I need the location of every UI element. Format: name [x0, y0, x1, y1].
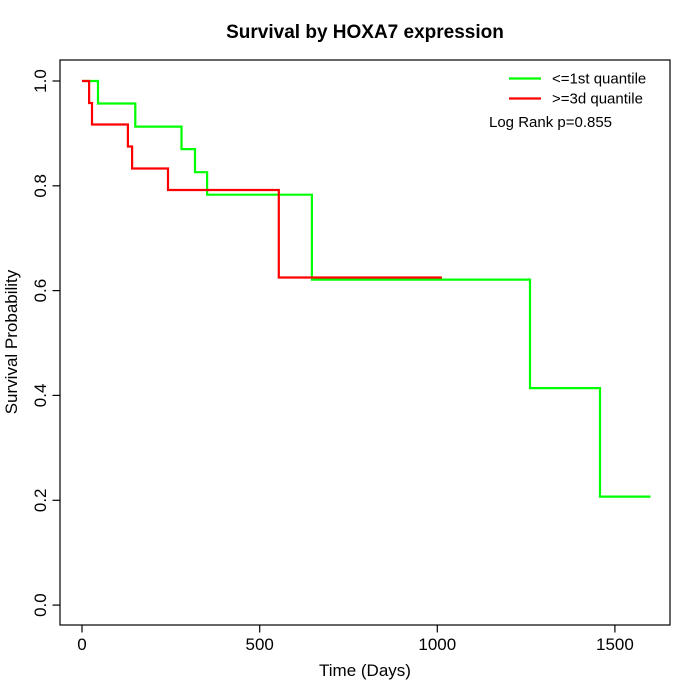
survival-curve-low-expression — [82, 79, 651, 498]
y-axis-tick-label: 0.0 — [31, 593, 50, 617]
y-axis-tick-label: 0.2 — [31, 488, 50, 512]
chart-title: Survival by HOXA7 expression — [226, 22, 504, 43]
legend: <=1st quantile >=3d quantile — [509, 71, 646, 108]
legend-label: >=3d quantile — [552, 91, 643, 108]
x-axis-title: Time (Days) — [319, 661, 411, 680]
y-axis-tick-label: 1.0 — [31, 69, 50, 93]
x-axis-tick-label: 1500 — [596, 635, 634, 654]
y-axis-tick-label: 0.8 — [31, 174, 50, 198]
x-axis-tick-label: 0 — [77, 635, 86, 654]
y-axis-tick-label: 0.6 — [31, 279, 50, 303]
survival-curve-high-expression — [82, 79, 442, 279]
y-axis-tick-label: 0.4 — [31, 384, 50, 408]
log-rank-annotation: Log Rank p=0.855 — [489, 114, 612, 131]
y-axis: 0.0 0.2 0.4 0.6 0.8 1.0 — [31, 69, 60, 617]
legend-label: <=1st quantile — [552, 71, 646, 88]
plot-box — [59, 59, 671, 626]
x-axis-tick-label: 500 — [246, 635, 274, 654]
survival-curves — [82, 79, 651, 498]
x-axis: 0 500 1000 1500 — [77, 625, 634, 654]
y-axis-title: Survival Probability — [2, 269, 21, 414]
x-axis-tick-label: 1000 — [418, 635, 456, 654]
